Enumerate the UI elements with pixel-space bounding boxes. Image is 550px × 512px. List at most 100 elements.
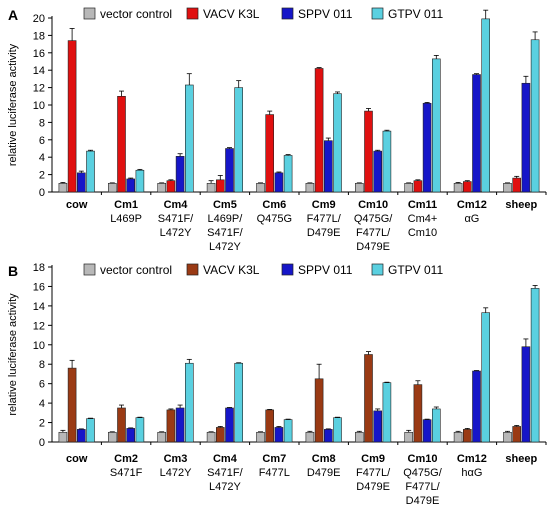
y-tick-label: 8 bbox=[39, 117, 45, 129]
bar-10-1 bbox=[503, 183, 512, 193]
category-sublabel: F477L/ bbox=[356, 467, 391, 479]
bar-1-3 bbox=[77, 429, 86, 443]
legend-label: vector control bbox=[100, 263, 172, 277]
category-sublabel: F477L/ bbox=[307, 213, 342, 225]
category-sublabel: D479E bbox=[307, 467, 341, 479]
category-label: cow bbox=[66, 199, 88, 211]
y-tick-label: 2 bbox=[39, 170, 45, 182]
legend-label: GTPV 011 bbox=[388, 7, 443, 21]
y-tick-label: 6 bbox=[39, 379, 45, 391]
y-tick-label: 6 bbox=[39, 135, 45, 147]
bar-3-1 bbox=[157, 183, 166, 193]
bar-8-2 bbox=[413, 384, 423, 443]
y-tick-label: 16 bbox=[33, 48, 45, 60]
category-label: sheep bbox=[505, 453, 537, 465]
category-sublabel: L472Y bbox=[160, 467, 192, 479]
legend-swatch bbox=[186, 7, 199, 20]
category-sublabel: F477L bbox=[259, 467, 290, 479]
category-label: Cm7 bbox=[262, 453, 286, 465]
category-label: Cm12 bbox=[457, 199, 487, 211]
bar-2-2 bbox=[117, 407, 126, 443]
y-tick-label: 10 bbox=[33, 100, 45, 112]
bar-8-2 bbox=[413, 180, 423, 193]
legend-label: VACV K3L bbox=[203, 7, 260, 21]
bar-4-2 bbox=[216, 179, 225, 193]
y-tick-label: 12 bbox=[33, 320, 45, 332]
category-sublabel: S471F/ bbox=[207, 467, 243, 479]
category-sublabel: Q475G bbox=[257, 213, 292, 225]
bar-9-4 bbox=[481, 18, 491, 193]
bar-6-1 bbox=[305, 431, 315, 443]
legend-swatch bbox=[83, 263, 96, 276]
category-label: Cm9 bbox=[312, 199, 336, 211]
y-tick-label: 12 bbox=[33, 83, 45, 95]
category-label: Cm10 bbox=[358, 199, 388, 211]
bar-8-1 bbox=[404, 431, 414, 443]
bar-7-1 bbox=[354, 431, 364, 443]
bar-3-3 bbox=[175, 407, 185, 443]
bar-3-3 bbox=[175, 156, 185, 193]
category-sublabel: D479E bbox=[406, 495, 440, 507]
category-label: Cm8 bbox=[312, 453, 336, 465]
panel-label: B bbox=[8, 263, 18, 279]
legend-label: VACV K3L bbox=[203, 263, 260, 277]
category-label: Cm9 bbox=[361, 453, 385, 465]
category-sublabel: L469P/ bbox=[207, 213, 243, 225]
bar-3-4 bbox=[185, 84, 194, 193]
category-label: Cm12 bbox=[457, 453, 487, 465]
bar-6-4 bbox=[333, 93, 342, 193]
bar-6-2 bbox=[314, 68, 324, 193]
bar-4-2 bbox=[216, 427, 225, 443]
y-tick-label: 10 bbox=[33, 340, 45, 352]
bar-7-4 bbox=[382, 382, 392, 443]
category-sublabel: Cm4+ bbox=[408, 213, 438, 225]
bar-9-3 bbox=[472, 74, 481, 193]
bar-1-2 bbox=[67, 367, 77, 443]
category-sublabel: L472Y bbox=[209, 241, 241, 253]
bar-10-4 bbox=[530, 39, 540, 193]
legend-swatch bbox=[186, 263, 199, 276]
category-label: Cm5 bbox=[213, 199, 237, 211]
category-sublabel: L472Y bbox=[209, 481, 241, 493]
category-sublabel: αG bbox=[464, 213, 479, 225]
category-label: Cm2 bbox=[114, 453, 138, 465]
bar-4-3 bbox=[225, 407, 234, 443]
category-label: Cm6 bbox=[262, 199, 286, 211]
bar-9-2 bbox=[462, 429, 472, 443]
bar-2-2 bbox=[117, 96, 126, 193]
bar-1-3 bbox=[77, 172, 86, 193]
bar-9-1 bbox=[453, 183, 463, 193]
bar-2-4 bbox=[135, 169, 145, 193]
category-label: Cm3 bbox=[164, 453, 188, 465]
bar-10-1 bbox=[503, 431, 512, 443]
bar-9-2 bbox=[462, 181, 472, 193]
bar-7-3 bbox=[373, 410, 383, 443]
y-tick-label: 20 bbox=[33, 13, 45, 25]
category-label: Cm1 bbox=[114, 199, 138, 211]
category-sublabel: Q475G/ bbox=[354, 213, 393, 225]
bar-3-1 bbox=[157, 431, 166, 443]
y-tick-label: 14 bbox=[33, 65, 45, 77]
bar-3-4 bbox=[185, 362, 194, 443]
bar-4-4 bbox=[234, 362, 243, 443]
y-tick-label: 4 bbox=[39, 398, 45, 410]
bar-10-4 bbox=[530, 288, 540, 443]
bar-1-1 bbox=[58, 183, 68, 193]
legend-label: SPPV 011 bbox=[298, 7, 353, 21]
bar-8-4 bbox=[431, 58, 441, 193]
category-sublabel: F477L/ bbox=[356, 227, 391, 239]
bar-5-3 bbox=[274, 427, 284, 443]
bar-2-3 bbox=[126, 178, 135, 193]
legend-swatch bbox=[371, 263, 384, 276]
category-sublabel: D479E bbox=[356, 481, 390, 493]
y-tick-label: 18 bbox=[33, 30, 45, 42]
bar-5-4 bbox=[283, 155, 293, 193]
bar-10-3 bbox=[521, 82, 531, 193]
bar-6-3 bbox=[323, 140, 333, 193]
bar-7-3 bbox=[373, 150, 383, 193]
bar-8-1 bbox=[404, 183, 414, 193]
bar-9-1 bbox=[453, 431, 463, 443]
bar-7-2 bbox=[364, 110, 373, 193]
